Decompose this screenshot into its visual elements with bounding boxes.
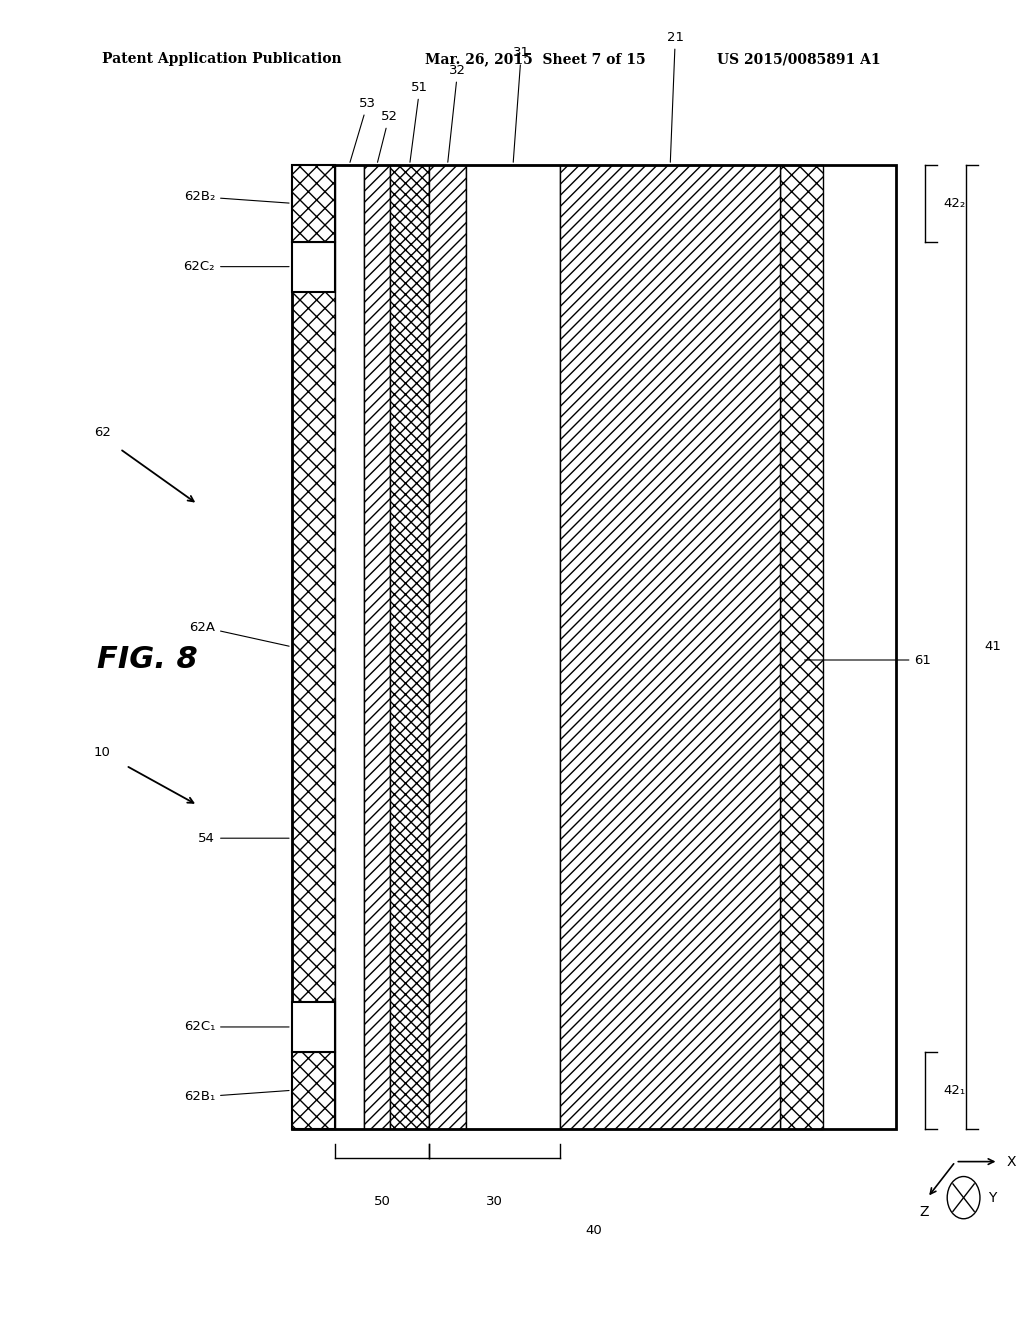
Text: 50: 50 — [374, 1195, 390, 1208]
Text: 32: 32 — [447, 63, 466, 162]
Text: Patent Application Publication: Patent Application Publication — [102, 53, 342, 66]
Text: 62A: 62A — [189, 620, 289, 647]
Bar — [292, 165, 335, 1129]
Text: 31: 31 — [513, 46, 529, 162]
Text: 52: 52 — [378, 110, 397, 162]
Bar — [292, 1052, 335, 1129]
Text: US 2015/0085891 A1: US 2015/0085891 A1 — [717, 53, 881, 66]
Text: Y: Y — [988, 1191, 996, 1205]
Text: 21: 21 — [667, 30, 684, 162]
Text: 54: 54 — [199, 832, 289, 845]
Text: 41: 41 — [984, 640, 1000, 653]
Bar — [780, 165, 823, 1129]
Text: 61: 61 — [805, 653, 931, 667]
Text: 62B₁: 62B₁ — [183, 1090, 289, 1104]
Text: 62: 62 — [94, 426, 111, 440]
Text: 51: 51 — [410, 81, 428, 162]
Text: 62B₂: 62B₂ — [183, 190, 289, 203]
Text: 40: 40 — [586, 1224, 602, 1237]
Bar — [560, 165, 780, 1129]
Text: Z: Z — [920, 1205, 929, 1218]
Text: 42₂: 42₂ — [943, 197, 966, 210]
Text: 62C₂: 62C₂ — [183, 260, 289, 273]
Text: 10: 10 — [94, 746, 111, 759]
Bar — [292, 165, 335, 242]
Bar — [390, 165, 429, 1129]
Bar — [292, 1002, 335, 1052]
Bar — [429, 165, 466, 1129]
Text: X: X — [1007, 1155, 1016, 1168]
Bar — [292, 165, 896, 1129]
Text: 30: 30 — [486, 1195, 503, 1208]
Text: Mar. 26, 2015  Sheet 7 of 15: Mar. 26, 2015 Sheet 7 of 15 — [425, 53, 645, 66]
Text: FIG. 8: FIG. 8 — [97, 645, 198, 675]
Bar — [292, 242, 335, 292]
Bar — [466, 165, 560, 1129]
Bar — [364, 165, 390, 1129]
Bar — [335, 165, 364, 1129]
Text: 42₁: 42₁ — [943, 1084, 966, 1097]
Text: 62C₁: 62C₁ — [183, 1020, 289, 1034]
Text: 53: 53 — [350, 96, 376, 162]
